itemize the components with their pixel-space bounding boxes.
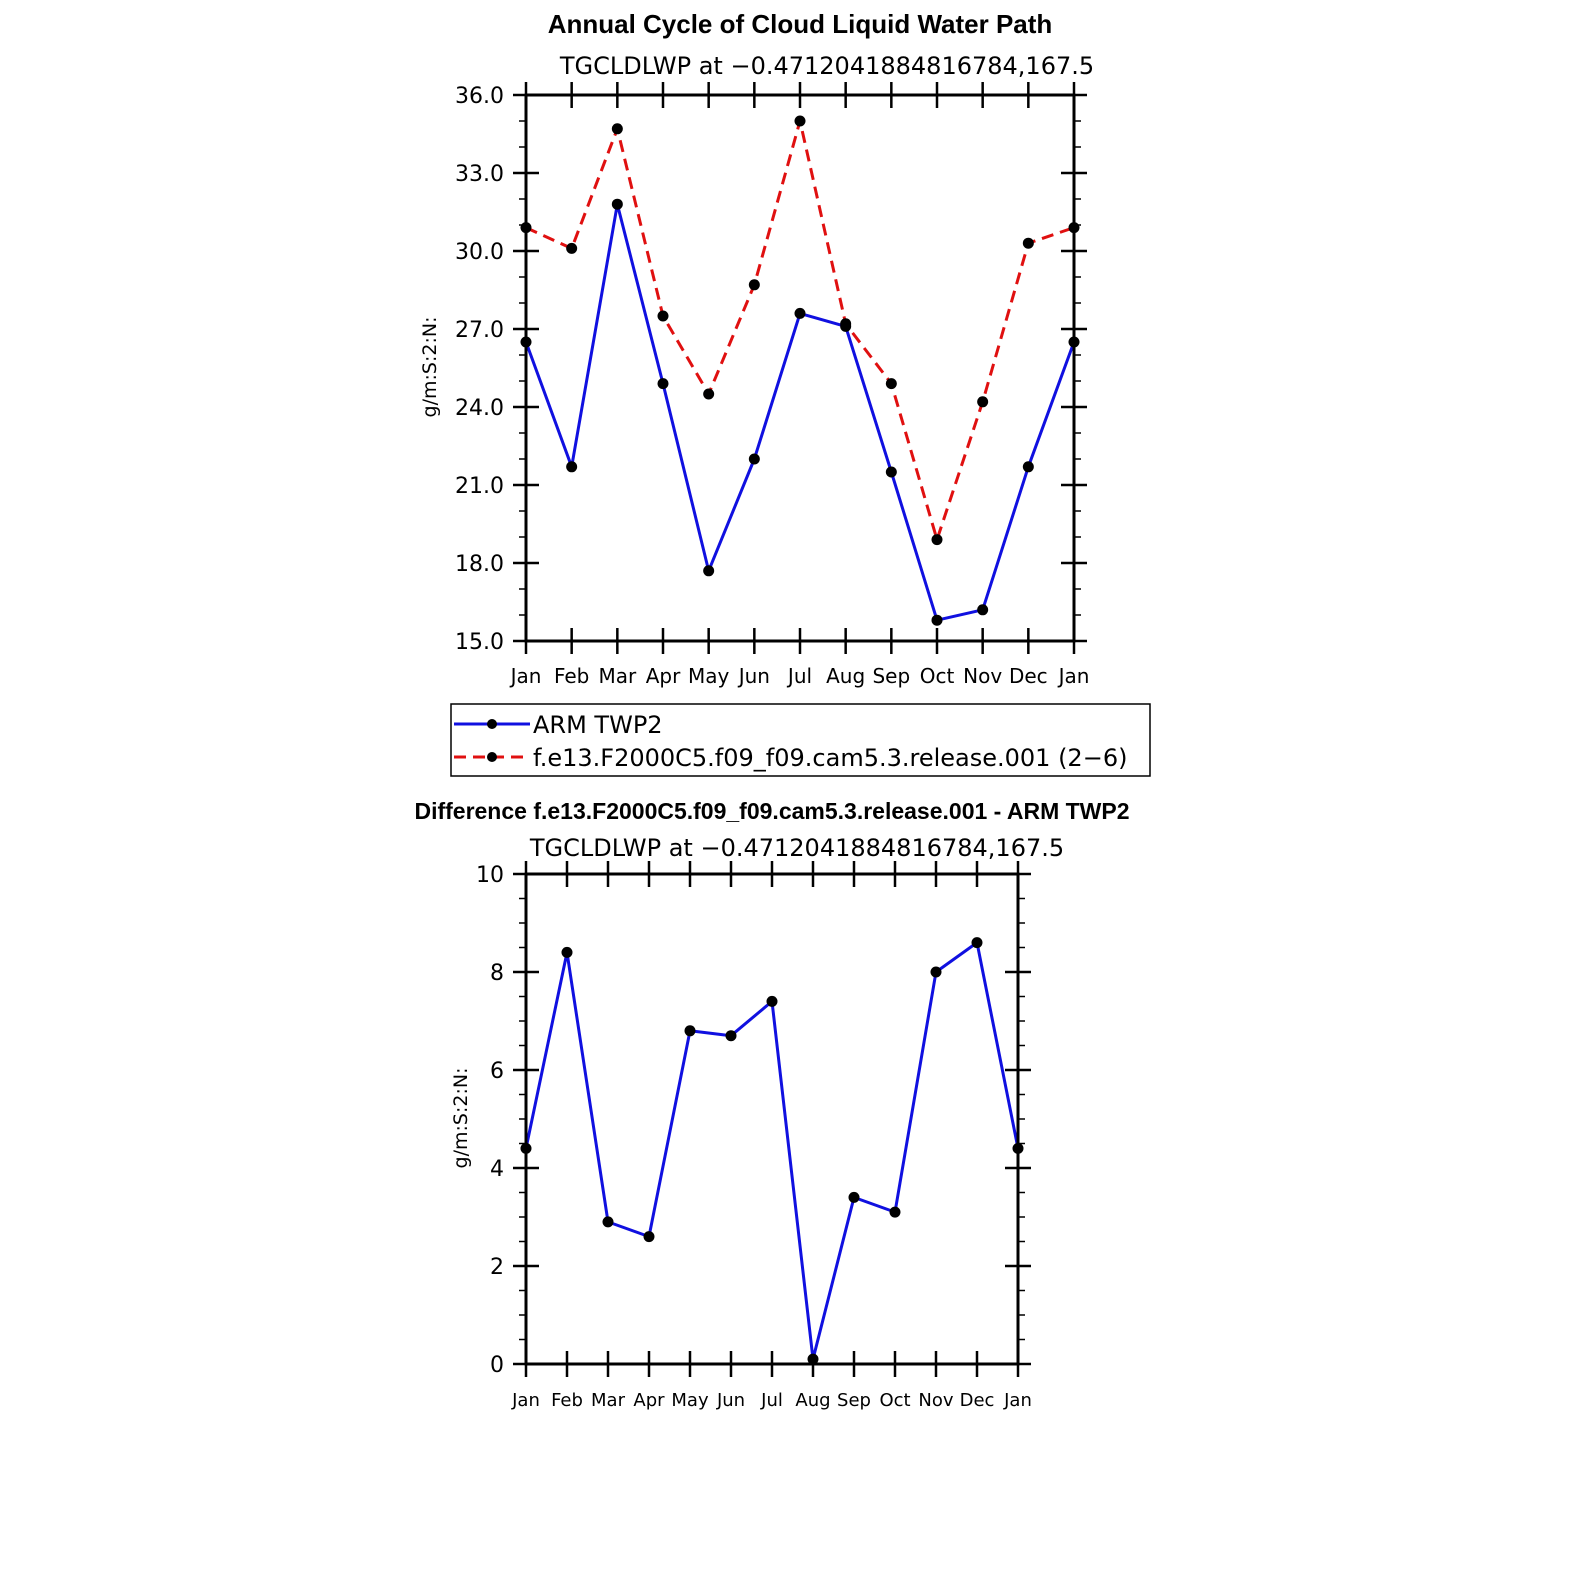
y-tick-label: 15.0 [455,630,504,655]
data-point [766,995,778,1007]
data-point [643,1231,655,1243]
data-point [807,1353,819,1365]
legend-marker-obs [487,719,497,729]
data-point [930,966,942,978]
data-point [794,115,806,127]
data-point [1022,237,1034,249]
difference-ylabel: g/m:S:2:N: [450,1068,472,1169]
data-point [748,453,760,465]
annual-cycle-series [520,115,1080,626]
data-point [657,310,669,322]
y-tick-label: 8 [490,961,504,986]
x-tick-label: Jun [716,1390,745,1411]
x-tick-label: Jul [760,1390,783,1411]
annual-cycle-plot-frame [524,93,1076,643]
data-point [794,307,806,319]
x-tick-label: Jul [786,664,812,688]
series-line-1 [525,119,1075,542]
data-point [889,1206,901,1218]
annual-cycle-x-axis: Jan Feb Mar Apr May Jun Jul Aug Sep Oct Nov Dec Jan [509,82,1090,688]
data-point [748,279,760,291]
x-tick-label: Feb [554,664,589,688]
x-tick-label: Aug [826,664,865,688]
x-tick-label: Jan [1057,664,1090,688]
x-tick-label: Aug [795,1390,830,1411]
legend-box [450,703,1151,777]
y-tick-label: 24.0 [455,396,504,421]
data-point [931,614,943,626]
y-tick-label: 6 [490,1059,504,1084]
data-point [566,242,578,254]
data-point [840,318,852,330]
x-tick-label: Mar [591,1390,626,1411]
y-tick-label: 10 [476,863,504,888]
x-tick-label: May [671,1390,709,1411]
data-point [602,1216,614,1228]
x-tick-label: Jun [737,664,770,688]
y-tick-label: 33.0 [455,162,504,187]
data-point [1022,461,1034,473]
x-tick-label: Oct [920,664,955,688]
series-line-0 [524,202,1076,622]
annual-cycle-ylabel: g/m:S:2:N: [419,317,441,418]
annual-cycle-title: Annual Cycle of Cloud Liquid Water Path [548,9,1053,39]
data-point [684,1025,696,1037]
x-tick-label: Oct [879,1390,910,1411]
difference-plot-frame [524,872,1020,1366]
difference-series [520,937,1024,1365]
data-point [848,1191,860,1203]
x-tick-label: Sep [872,664,910,688]
data-point [725,1030,737,1042]
data-point [703,565,715,577]
data-point [611,123,623,135]
data-point [703,388,715,400]
data-point [561,946,573,958]
y-tick-label: 2 [490,1255,504,1280]
difference-x-axis: Jan Feb Mar Apr May Jun Jul Aug Sep Oct Nov Dec Jan [511,861,1032,1411]
annual-cycle-panel: Annual Cycle of Cloud Liquid Water Path … [419,9,1094,688]
y-tick-label: 30.0 [455,240,504,265]
difference-subtitle: TGCLDLWP at −0.4712041884816784,167.5 [529,834,1064,862]
x-tick-label: Mar [598,664,637,688]
data-point [977,604,989,616]
data-point [971,937,983,949]
legend-label-model: f.e13.F2000C5.f09_f09.cam5.3.release.001… [533,744,1127,772]
difference-title: Difference f.e13.F2000C5.f09_f09.cam5.3.… [414,798,1129,824]
y-tick-label: 27.0 [455,318,504,343]
y-tick-label: 18.0 [455,552,504,577]
data-point [566,461,578,473]
data-point [931,534,943,546]
x-tick-label: Feb [551,1390,583,1411]
x-tick-label: Dec [960,1390,995,1411]
x-tick-label: Jan [1003,1390,1032,1411]
x-tick-label: Nov [963,664,1002,688]
data-point [885,466,897,478]
x-tick-label: Jan [509,664,542,688]
legend-entry-obs: ARM TWP2 [454,711,663,739]
legend: ARM TWP2 f.e13.F2000C5.f09_f09.cam5.3.re… [450,703,1151,777]
y-tick-label: 4 [490,1157,504,1182]
data-point [611,198,623,210]
difference-panel: Difference f.e13.F2000C5.f09_f09.cam5.3.… [414,798,1129,1411]
x-tick-label: Dec [1009,664,1048,688]
x-tick-label: Nov [918,1390,953,1411]
y-tick-label: 0 [490,1353,504,1378]
annual-cycle-subtitle: TGCLDLWP at −0.4712041884816784,167.5 [559,52,1094,80]
legend-label-obs: ARM TWP2 [533,711,663,739]
x-tick-label: Sep [837,1390,871,1411]
legend-entry-model: f.e13.F2000C5.f09_f09.cam5.3.release.001… [454,744,1127,772]
x-tick-label: Apr [646,664,681,688]
x-tick-label: Apr [633,1390,665,1411]
x-tick-label: Jan [511,1390,540,1411]
legend-marker-model [487,752,497,762]
y-tick-label: 21.0 [455,474,504,499]
difference-y-axis: 0 2 4 6 8 10 [476,863,1031,1378]
data-point [977,396,989,408]
annual-cycle-y-axis: 15.0 18.0 21.0 24.0 27.0 30.0 33.0 36.0 [455,84,1087,655]
y-tick-label: 36.0 [455,84,504,109]
data-point [885,378,897,390]
data-point [657,378,669,390]
x-tick-label: May [688,664,730,688]
